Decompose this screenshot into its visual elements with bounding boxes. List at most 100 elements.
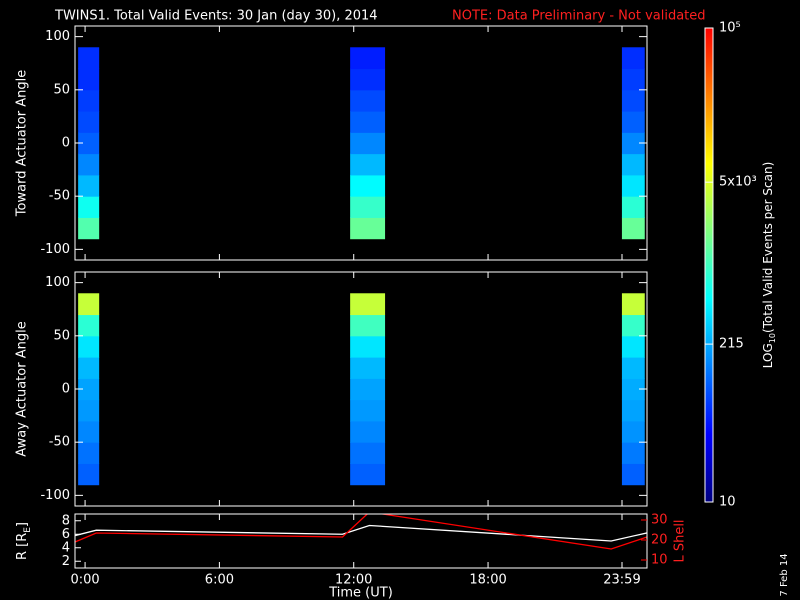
- heat-cell: [350, 196, 386, 218]
- heat-cell: [350, 357, 386, 379]
- heat-cell: [621, 335, 645, 358]
- heat-cell: [621, 378, 645, 401]
- x-axis-label: Time (UT): [328, 586, 393, 600]
- heat-cell: [621, 293, 645, 316]
- colorbar-tick-label: 10⁵: [719, 21, 741, 36]
- heat-cell: [621, 217, 645, 240]
- heat-cell: [350, 153, 386, 176]
- y-tick-label: 0: [62, 136, 70, 151]
- heat-cell: [78, 196, 100, 218]
- y-tick-label: 100: [45, 275, 70, 290]
- heat-cell: [78, 399, 100, 422]
- y2-tick-label: 30: [651, 513, 668, 528]
- heat-cell: [621, 132, 645, 155]
- y-tick-label: 6: [62, 527, 70, 542]
- heat-cell: [78, 217, 100, 240]
- heat-cell: [78, 111, 100, 133]
- y-tick-label: -100: [40, 242, 70, 257]
- heat-cell: [350, 68, 386, 91]
- colorbar-label-part: LOG: [761, 343, 775, 368]
- y-tick-label: 4: [62, 540, 70, 555]
- heat-cell: [78, 335, 100, 358]
- data-line: [75, 524, 647, 542]
- heat-cell: [78, 463, 100, 486]
- x-tick-label: 12:00: [335, 573, 372, 588]
- panel-frame: [74, 513, 648, 569]
- heat-cell: [350, 217, 386, 240]
- y2-tick-label: 10: [651, 553, 668, 568]
- heat-cell: [350, 378, 386, 401]
- heat-cell: [78, 174, 100, 197]
- colorbar-label-part: (Total Valid Events per Scan): [761, 162, 775, 333]
- heat-cell: [621, 111, 645, 133]
- y-axis-label: Toward Actuator Angle: [15, 70, 30, 217]
- y-tick-label: 50: [53, 328, 70, 343]
- heat-cell: [621, 153, 645, 176]
- heat-cell: [350, 174, 386, 197]
- colorbar-label: LOG10(Total Valid Events per Scan): [761, 162, 777, 369]
- heat-cell: [350, 463, 386, 486]
- heat-cell: [350, 111, 386, 133]
- heat-cell: [621, 196, 645, 218]
- colorbar-tick-label: 215: [719, 337, 744, 352]
- colorbar-label-part: 10: [768, 333, 777, 343]
- y-axis-label: Away Actuator Angle: [15, 321, 30, 456]
- chart-title: TWINS1. Total Valid Events: 30 Jan (day …: [54, 9, 378, 24]
- x-tick-label: 6:00: [205, 573, 234, 588]
- x-tick-label: 0:00: [70, 573, 99, 588]
- heat-cell: [78, 378, 100, 401]
- y-axis-label-part: R [R: [15, 533, 30, 560]
- colorbar: [704, 27, 714, 503]
- y-axis-label-part: E: [23, 527, 33, 533]
- y-tick-label: -50: [49, 189, 70, 204]
- heat-cell: [350, 399, 386, 422]
- x-tick-label: 18:00: [469, 573, 506, 588]
- heat-cell: [78, 89, 100, 112]
- heat-cell: [621, 357, 645, 379]
- heat-cell: [78, 442, 100, 464]
- y2-axis-label: L Shell: [673, 519, 688, 562]
- y-tick-label: 100: [45, 29, 70, 44]
- y-tick-label: -100: [40, 488, 70, 503]
- y-axis-label: R [RE]: [15, 522, 33, 560]
- heat-cell: [350, 420, 386, 443]
- heat-cell: [621, 420, 645, 443]
- heat-cell: [621, 442, 645, 464]
- heat-cell: [621, 314, 645, 337]
- note: NOTE: Data Preliminary - Not validated: [452, 9, 706, 24]
- y-tick-label: -50: [49, 435, 70, 450]
- heat-cell: [350, 132, 386, 155]
- heat-cell: [350, 89, 386, 112]
- heat-cell: [78, 47, 100, 70]
- heat-cell: [621, 68, 645, 91]
- heat-cell: [621, 47, 645, 70]
- y-tick-label: 8: [62, 513, 70, 528]
- heat-cell: [350, 293, 386, 316]
- y-axis-label-part: ]: [15, 522, 30, 527]
- heat-cell: [78, 293, 100, 316]
- heat-cell: [78, 314, 100, 337]
- heat-cell: [350, 442, 386, 464]
- y2-tick-label: 20: [651, 533, 668, 548]
- y-tick-label: 0: [62, 382, 70, 397]
- colorbar-tick-label: 10: [719, 495, 736, 510]
- date-stamp: 7 Feb 14: [779, 553, 790, 596]
- heat-cell: [78, 153, 100, 176]
- heat-cell: [621, 89, 645, 112]
- heat-cell: [78, 68, 100, 91]
- y-tick-label: 2: [62, 554, 70, 569]
- heat-cell: [78, 420, 100, 443]
- heat-cell: [350, 314, 386, 337]
- heat-cell: [78, 132, 100, 155]
- y-tick-label: 50: [53, 82, 70, 97]
- colorbar-tick-label: 5x10³: [719, 175, 757, 190]
- data-line: [75, 514, 647, 550]
- heat-cell: [78, 357, 100, 379]
- heat-cell: [621, 463, 645, 486]
- heat-cell: [621, 174, 645, 197]
- heat-cell: [350, 47, 386, 70]
- x-tick-label: 23:59: [603, 573, 640, 588]
